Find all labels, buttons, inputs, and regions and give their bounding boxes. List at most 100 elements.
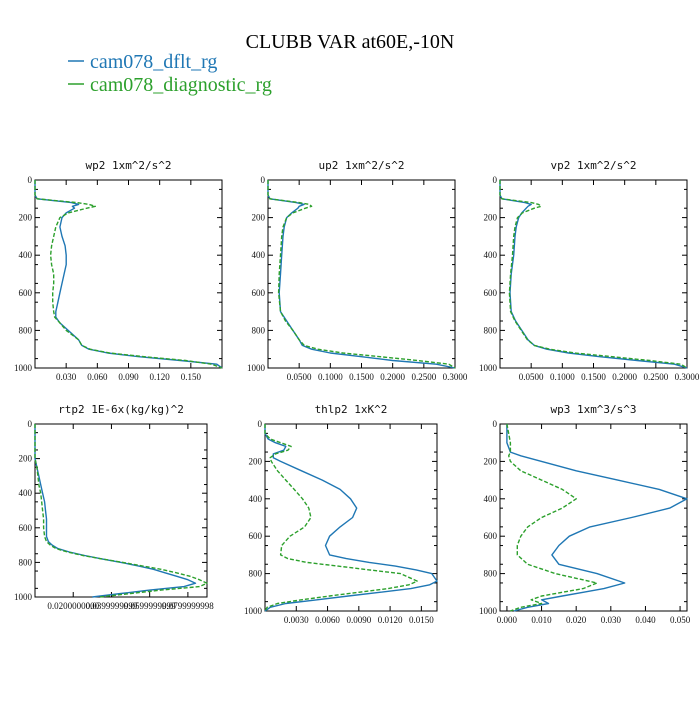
x-tick-label: 0.0120 <box>378 615 403 625</box>
x-tick-label: 0.1000 <box>550 372 575 382</box>
x-tick-label: 0.010 <box>531 615 552 625</box>
panel-title: up2 1xm^2/s^2 <box>318 159 404 172</box>
panel-title: wp2 1xm^2/s^2 <box>85 159 171 172</box>
legend-label-dflt: cam078_dflt_rg <box>90 51 217 73</box>
y-tick-label: 0 <box>493 419 498 429</box>
y-tick-label: 1000 <box>244 606 263 616</box>
y-tick-label: 0 <box>258 419 263 429</box>
x-tick-label: 0.120 <box>150 372 171 382</box>
y-tick-label: 600 <box>19 288 33 298</box>
y-tick-label: 200 <box>252 213 266 223</box>
legend: cam078_dflt_rg cam078_diagnostic_rg <box>68 51 272 96</box>
y-tick-label: 400 <box>19 250 33 260</box>
series-line-dflt <box>499 180 688 369</box>
series-line-dflt <box>34 180 223 369</box>
x-tick-label: 0.0030 <box>284 615 309 625</box>
y-tick-label: 400 <box>484 494 498 504</box>
y-tick-label: 200 <box>249 456 263 466</box>
y-tick-label: 1000 <box>247 363 266 373</box>
panel-2: vp2 1xm^2/s^2 0 200 400 600 800 1000 0.0500 0.10… <box>479 159 700 382</box>
x-tick-label: 0.3000 <box>675 372 700 382</box>
y-tick-label: 800 <box>484 325 498 335</box>
y-tick-label: 0 <box>261 175 266 185</box>
x-tick-label: 0.020 <box>566 615 587 625</box>
y-tick-label: 800 <box>19 557 33 567</box>
plot-frame <box>34 179 223 369</box>
y-tick-label: 800 <box>252 325 266 335</box>
x-tick-label: 0.1500 <box>349 372 374 382</box>
y-tick-label: 400 <box>252 250 266 260</box>
y-tick-label: 400 <box>249 494 263 504</box>
panel-title: thlp2 1xK^2 <box>315 403 388 416</box>
series-line-dflt <box>264 424 438 612</box>
x-tick-label: 0.2500 <box>411 372 436 382</box>
x-tick-label: 0.000 <box>497 615 518 625</box>
y-tick-label: 600 <box>484 531 498 541</box>
y-tick-label: 400 <box>19 488 33 498</box>
y-tick-label: 800 <box>249 569 263 579</box>
x-tick-label: 0.2000 <box>612 372 637 382</box>
x-tick-label: 0.050 <box>670 615 691 625</box>
x-tick-label: 0.1000 <box>318 372 343 382</box>
y-tick-label: 200 <box>484 456 498 466</box>
panel-title: wp3 1xm^3/s^3 <box>550 403 636 416</box>
x-tick-label: 0.2000 <box>380 372 405 382</box>
panel-0: wp2 1xm^2/s^2 0 200 400 600 800 1000 0.030 0.060… <box>14 159 223 382</box>
panel-3: rtp2 1E-6x(kg/kg)^2 0 200 400 600 800 1000 0.02… <box>14 403 214 611</box>
x-tick-label: 0.1500 <box>581 372 606 382</box>
y-tick-label: 1000 <box>479 606 498 616</box>
panels: wp2 1xm^2/s^2 0 200 400 600 800 1000 0.030 0.060… <box>14 159 700 625</box>
x-tick-label: 0.3000 <box>443 372 468 382</box>
x-tick-label: 0.150 <box>181 372 202 382</box>
y-tick-label: 600 <box>252 288 266 298</box>
x-tick-label: 0.2500 <box>643 372 668 382</box>
y-tick-label: 800 <box>19 325 33 335</box>
x-tick-label: 0.060 <box>87 372 108 382</box>
panel-title: vp2 1xm^2/s^2 <box>550 159 636 172</box>
x-tick-label: 0.0399999999 <box>86 601 138 611</box>
y-tick-label: 1000 <box>14 363 33 373</box>
x-tick-label: 0.040 <box>635 615 656 625</box>
y-tick-label: 200 <box>19 454 33 464</box>
plot-frame <box>267 179 456 369</box>
y-tick-label: 200 <box>19 213 33 223</box>
y-tick-label: 0 <box>28 175 33 185</box>
plot-frame <box>34 423 208 598</box>
x-tick-label: 0.0500 <box>287 372 312 382</box>
series-line-diagnostic <box>264 424 418 612</box>
x-tick-label: 0.0500 <box>519 372 544 382</box>
x-tick-label: 0.030 <box>601 615 622 625</box>
series-line-dflt <box>267 180 456 369</box>
x-tick-label: 0.090 <box>118 372 139 382</box>
x-tick-label: 0.0150 <box>409 615 434 625</box>
panel-1: up2 1xm^2/s^2 0 200 400 600 800 1000 0.0500 0.10… <box>247 159 468 382</box>
figure-title: CLUBB VAR at60E,-10N <box>246 31 455 53</box>
plot-frame <box>264 423 438 612</box>
y-tick-label: 0 <box>28 419 33 429</box>
y-tick-label: 400 <box>484 250 498 260</box>
series-line-diagnostic <box>499 180 688 369</box>
plot-frame <box>499 423 688 612</box>
y-tick-label: 600 <box>249 531 263 541</box>
series-line-diagnostic <box>267 180 456 369</box>
x-tick-label: 0.0200000000 <box>47 601 99 611</box>
y-tick-label: 800 <box>484 569 498 579</box>
y-tick-label: 1000 <box>479 363 498 373</box>
x-tick-label: 0.0599999999 <box>124 601 176 611</box>
panel-4: thlp2 1xK^2 0 200 400 600 800 1000 0.0030 0.0060… <box>244 403 438 625</box>
series-line-diagnostic <box>34 180 223 369</box>
y-tick-label: 600 <box>484 288 498 298</box>
y-tick-label: 0 <box>493 175 498 185</box>
legend-label-diagnostic: cam078_diagnostic_rg <box>90 74 272 96</box>
y-tick-label: 600 <box>19 523 33 533</box>
x-tick-label: 0.0060 <box>315 615 340 625</box>
series-line-diagnostic <box>34 424 208 598</box>
x-tick-label: 0.030 <box>56 372 77 382</box>
x-tick-label: 0.0090 <box>346 615 371 625</box>
y-tick-label: 200 <box>484 213 498 223</box>
x-tick-label: 0.0799999998 <box>162 601 214 611</box>
series-line-diagnostic <box>506 423 598 612</box>
series-line-dflt <box>506 424 688 612</box>
